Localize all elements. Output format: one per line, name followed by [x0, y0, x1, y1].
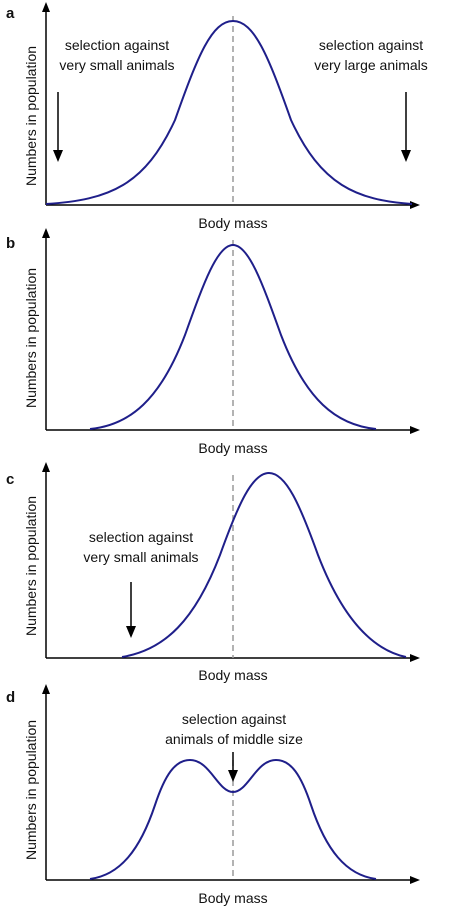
panel-a-note-right-line1: selection against	[319, 37, 423, 53]
panel-a-distribution-curve	[45, 19, 413, 205]
panel-a: a Body mass Numbers in population select…	[6, 2, 428, 231]
panel-d: d Body mass Numbers in population select…	[6, 684, 420, 906]
panel-a-note-left-line1: selection against	[65, 37, 169, 53]
panel-a-x-label: Body mass	[198, 215, 267, 231]
panel-c-arrowhead	[126, 626, 136, 638]
panel-c-distribution-curve	[121, 471, 407, 658]
panel-a-x-arrowhead	[410, 201, 420, 209]
panel-b-x-arrowhead	[410, 426, 420, 434]
panel-d-x-arrowhead	[410, 876, 420, 884]
panel-c-letter: c	[6, 471, 14, 488]
panel-d-y-label: Numbers in population	[23, 720, 39, 860]
panel-c-x-label: Body mass	[198, 667, 267, 683]
panel-c: c Body mass Numbers in population select…	[6, 462, 420, 683]
panel-c-y-label: Numbers in population	[23, 496, 39, 636]
panel-b-letter: b	[6, 235, 15, 252]
panel-d-distribution-curve	[89, 758, 377, 880]
panel-c-x-arrowhead	[410, 654, 420, 662]
panel-d-x-label: Body mass	[198, 890, 267, 906]
panel-d-note-line2: animals of middle size	[165, 731, 303, 747]
panel-b: b Body mass Numbers in population	[6, 228, 420, 456]
panel-d-arrowhead	[228, 770, 238, 782]
panel-c-note-line2: very small animals	[83, 549, 198, 565]
panel-d-y-arrowhead	[42, 684, 50, 694]
panel-a-letter: a	[6, 5, 15, 22]
panel-c-y-arrowhead	[42, 462, 50, 472]
panel-b-y-arrowhead	[42, 228, 50, 238]
panel-a-note-left-line2: very small animals	[59, 57, 174, 73]
panel-d-letter: d	[6, 689, 15, 706]
panel-a-y-label: Numbers in population	[23, 46, 39, 186]
panel-a-arrowhead-left	[53, 150, 63, 162]
panel-b-y-label: Numbers in population	[23, 268, 39, 408]
panel-b-x-label: Body mass	[198, 440, 267, 456]
panel-b-distribution-curve	[89, 243, 377, 430]
panel-a-y-arrowhead	[42, 2, 50, 12]
panel-c-note-line1: selection against	[89, 529, 193, 545]
panel-a-note-right-line2: very large animals	[314, 57, 428, 73]
panel-d-note-line1: selection against	[182, 711, 286, 727]
panel-a-arrowhead-right	[401, 150, 411, 162]
